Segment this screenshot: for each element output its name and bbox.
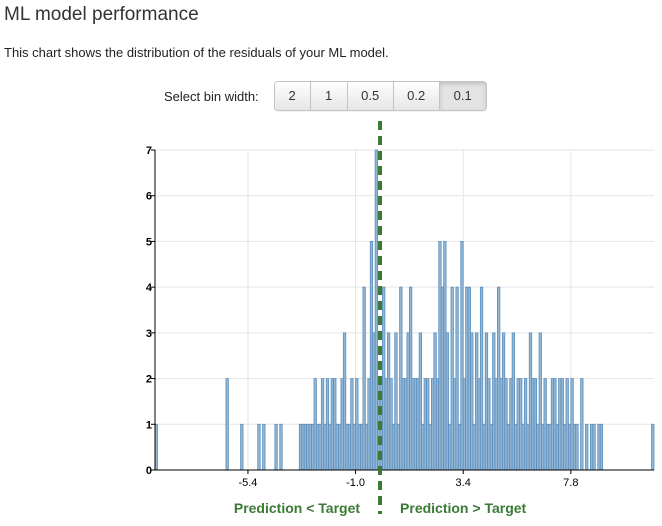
page-description: This chart shows the distribution of the… [4, 45, 389, 60]
histogram-bar [585, 423, 589, 471]
page-title: ML model performance [4, 4, 199, 25]
histogram-bars [154, 149, 655, 471]
bin-width-button-group: 2 1 0.5 0.2 0.1 [273, 81, 487, 111]
bin-width-label: Select bin width: [164, 88, 259, 104]
bin-width-button-2[interactable]: 2 [274, 82, 311, 110]
y-tick-label: 3 [146, 328, 152, 340]
axes: 0 1 2 3 4 5 6 7 -5.4 -1.0 3.4 7.8 [146, 145, 654, 489]
y-tick-label: 2 [146, 374, 152, 386]
x-tick-label: -1.0 [346, 477, 365, 489]
y-tick-label: 0 [146, 465, 152, 477]
histogram-bar [225, 378, 229, 471]
bin-width-button-0-5[interactable]: 0.5 [347, 82, 394, 110]
histogram-bar [240, 423, 244, 471]
histogram-bar [257, 423, 261, 471]
y-tick-label: 7 [146, 145, 152, 157]
bin-width-button-1[interactable]: 1 [310, 82, 348, 110]
y-tick-label: 5 [146, 236, 152, 248]
histogram-bar [279, 423, 283, 471]
y-tick-label: 6 [146, 191, 152, 203]
prediction-above-target-label: Prediction > Target [400, 500, 526, 516]
y-tick-label: 4 [146, 282, 153, 294]
y-tick-label: 1 [146, 419, 152, 431]
histogram-bar [274, 423, 278, 471]
bin-width-selector: Select bin width: 2 1 0.5 0.2 0.1 [164, 81, 487, 111]
histogram-bar [651, 423, 655, 471]
bin-width-button-0-2[interactable]: 0.2 [393, 82, 440, 110]
x-tick-label: 3.4 [456, 477, 471, 489]
histogram-bar [262, 423, 266, 471]
x-tick-label: 7.8 [563, 477, 578, 489]
bin-width-button-0-1[interactable]: 0.1 [439, 82, 486, 110]
prediction-below-target-label: Prediction < Target [234, 500, 360, 516]
histogram-bar [592, 423, 596, 471]
region-labels: Prediction < Target Prediction > Target [234, 500, 527, 516]
histogram-bar [599, 423, 604, 471]
histogram-bar [575, 423, 579, 471]
x-tick-label: -5.4 [238, 477, 257, 489]
histogram-bar [580, 378, 584, 471]
